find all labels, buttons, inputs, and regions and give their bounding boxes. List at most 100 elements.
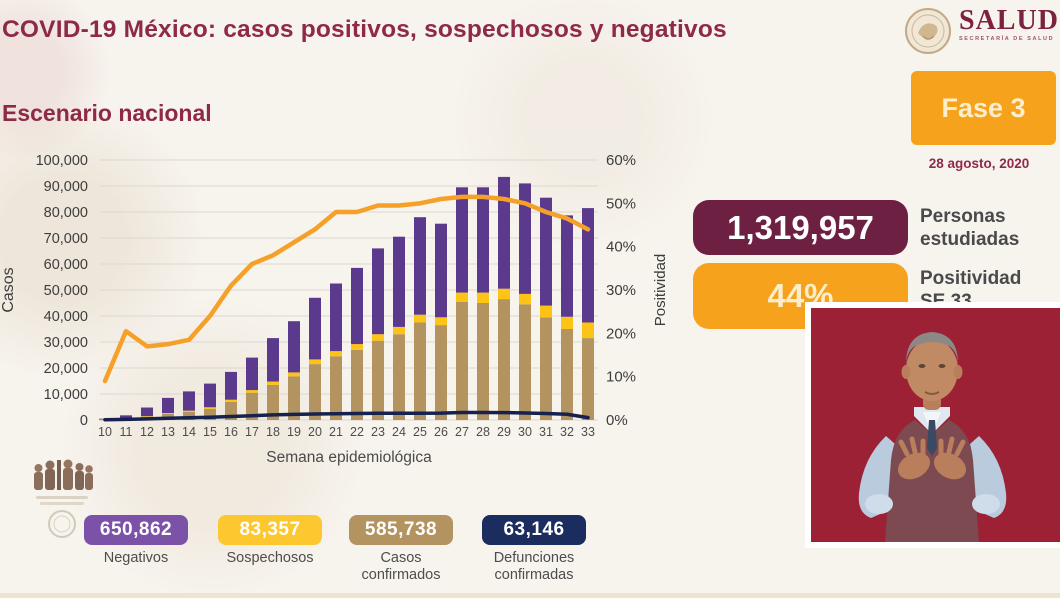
svg-text:40,000: 40,000 (44, 309, 88, 325)
chart-gridlines (100, 159, 598, 421)
gobierno-heroes-logo (34, 459, 93, 538)
bar-week-24 (393, 334, 405, 420)
bar-week-14 (183, 411, 195, 420)
legend-item-confirmados: 585,738 Casos confirmados (326, 515, 476, 583)
svg-text:32: 32 (560, 425, 574, 439)
bar-week-30 (519, 183, 531, 294)
chart-right-axis-title: Positividad (652, 254, 669, 327)
svg-text:50,000: 50,000 (44, 283, 88, 299)
svg-text:Casos: Casos (0, 267, 17, 312)
bar-week-31 (540, 317, 552, 420)
svg-text:10,000: 10,000 (44, 387, 88, 403)
page-title: COVID-19 México: casos positivos, sospec… (2, 16, 727, 43)
bottom-edge-strip (0, 593, 1060, 598)
bar-week-32 (561, 215, 573, 317)
svg-text:0%: 0% (606, 412, 628, 429)
svg-text:100,000: 100,000 (36, 153, 88, 169)
chart-x-axis-title: Semana epidemiológica (266, 449, 432, 466)
bar-week-21 (330, 356, 342, 420)
bar-week-16 (225, 371, 237, 400)
bar-week-32 (561, 316, 573, 329)
svg-text:Positividad: Positividad (652, 254, 669, 327)
svg-text:Semana epidemiológica: Semana epidemiológica (266, 449, 432, 466)
bar-week-15 (204, 383, 216, 408)
legend-badge-negativos: 650,862 (84, 515, 188, 545)
bar-week-17 (246, 390, 258, 393)
svg-text:19: 19 (287, 425, 301, 439)
bar-week-14 (183, 410, 195, 412)
bar-week-13 (162, 412, 174, 415)
svg-text:28: 28 (476, 425, 490, 439)
bar-week-23 (372, 334, 384, 341)
bar-week-17 (246, 357, 258, 391)
svg-text:20: 20 (308, 425, 322, 439)
salud-logo-text: SALUD SECRETARÍA DE SALUD (959, 6, 1059, 43)
bar-week-11 (120, 415, 132, 419)
legend-badge-sospechosos: 83,357 (218, 515, 322, 545)
bar-week-21 (330, 351, 342, 357)
svg-text:18: 18 (266, 425, 280, 439)
chart-line-defunciones-confirmadas (103, 410, 590, 422)
bar-week-22 (351, 267, 363, 345)
svg-text:31: 31 (539, 425, 553, 439)
bar-week-28 (477, 303, 489, 420)
bar-week-29 (498, 176, 510, 289)
studied-label-line2: estudiadas (920, 228, 1020, 250)
bar-week-21 (330, 283, 342, 352)
bar-week-23 (372, 340, 384, 420)
bar-week-18 (267, 384, 279, 420)
legend-badge-defunciones: 63,146 (482, 515, 586, 545)
phase-badge: Fase 3 (911, 71, 1056, 145)
bar-week-22 (351, 344, 363, 350)
svg-text:40%: 40% (606, 239, 636, 256)
svg-text:26: 26 (434, 425, 448, 439)
svg-text:33: 33 (581, 425, 595, 439)
legend-item-negativos: 650,862 Negativos (61, 515, 211, 567)
studied-label-line1: Personas (920, 206, 1006, 227)
studied-label: Personas estudiadas (920, 206, 1019, 252)
bar-week-28 (477, 187, 489, 293)
svg-text:22: 22 (350, 425, 364, 439)
svg-text:12: 12 (140, 425, 154, 439)
bar-week-30 (519, 304, 531, 420)
bar-week-29 (498, 299, 510, 420)
svg-text:23: 23 (371, 425, 385, 439)
svg-text:16: 16 (224, 425, 238, 439)
bar-week-30 (519, 293, 531, 305)
bar-week-17 (246, 392, 258, 420)
bar-week-19 (288, 321, 300, 373)
legend-label-sospechosos: Sospechosos (226, 550, 314, 566)
bar-week-28 (477, 292, 489, 303)
bar-week-25 (414, 322, 426, 420)
bar-week-18 (267, 381, 279, 385)
bar-week-12 (141, 416, 153, 417)
svg-text:60%: 60% (606, 152, 636, 169)
svg-text:50%: 50% (606, 195, 636, 212)
bar-week-27 (456, 301, 468, 420)
national-scenario-chart: 0 10,000 20,000 30,000 40,000 50,000 60,000 70,… (0, 138, 700, 488)
bar-week-20 (309, 297, 321, 360)
bar-week-23 (372, 248, 384, 335)
section-title: Escenario nacional (2, 100, 212, 126)
chart-right-tick-labels: 0% 10% 20% 30% 40% 50% 60% (606, 152, 636, 429)
bar-week-27 (456, 292, 468, 302)
chart-svg: 0 10,000 20,000 30,000 40,000 50,000 60,000 70,… (0, 152, 669, 466)
bar-week-20 (309, 364, 321, 420)
studied-value-badge: 1,319,957 (693, 200, 908, 255)
bar-week-12 (141, 407, 153, 417)
chart-left-axis-title: Casos (0, 267, 17, 312)
bar-week-19 (288, 372, 300, 377)
bar-week-33 (582, 338, 594, 420)
salud-logo: SALUD SECRETARÍA DE SALUD (903, 6, 1059, 56)
bar-week-18 (267, 338, 279, 382)
legend-item-defunciones: 63,146 Defunciones confirmadas (459, 515, 609, 583)
legend-label-negativos: Negativos (103, 550, 169, 566)
bar-week-26 (435, 325, 447, 420)
bar-week-24 (393, 236, 405, 327)
svg-text:0: 0 (80, 413, 88, 429)
chart-left-tick-labels: 0 10,000 20,000 30,000 40,000 50,000 60,000 70,… (36, 153, 88, 429)
bar-week-26 (435, 317, 447, 326)
bar-week-13 (162, 397, 174, 413)
legend-item-sospechosos: 83,357 Sospechosos (195, 515, 345, 567)
bar-week-25 (414, 217, 426, 315)
